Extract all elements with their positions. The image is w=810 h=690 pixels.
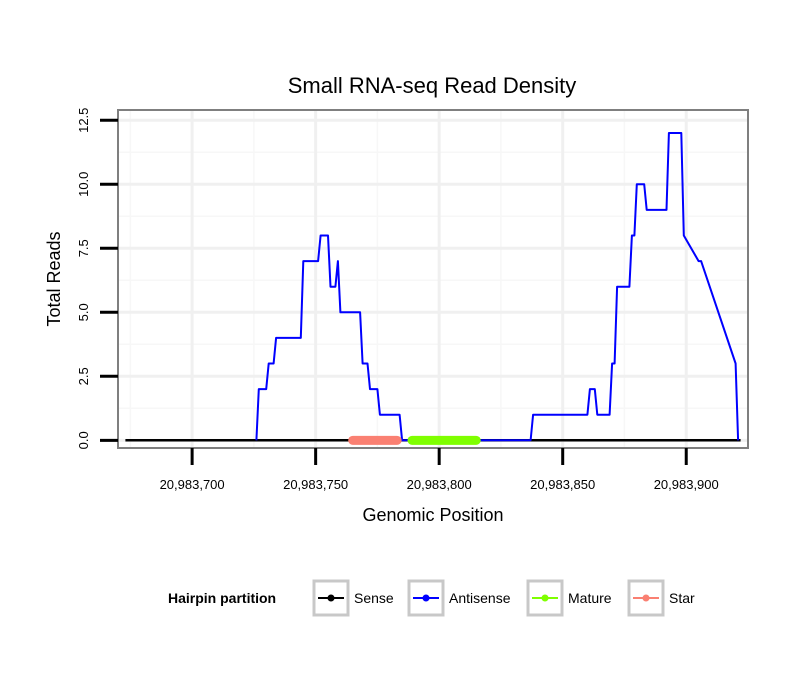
legend-key-dot-antisense (422, 594, 430, 602)
y-axis-title: Total Reads (44, 231, 64, 326)
plot-background (118, 110, 748, 448)
y-tick-label: 5.0 (76, 303, 91, 321)
legend-title: Hairpin partition (168, 590, 276, 606)
plot-border (117, 109, 749, 449)
y-tick-label: 0.0 (76, 431, 91, 449)
y-tick-label: 10.0 (76, 172, 91, 197)
y-tick-label: 2.5 (76, 367, 91, 385)
x-tick-label: 20,983,850 (530, 477, 595, 492)
legend-label-mature: Mature (568, 590, 612, 606)
legend-label-star: Star (669, 590, 695, 606)
y-tick-label: 12.5 (76, 108, 91, 133)
series-group (125, 132, 741, 445)
x-axis-title: Genomic Position (362, 505, 503, 525)
legend-key-dot-sense (327, 594, 335, 602)
x-tick-label: 20,983,800 (407, 477, 472, 492)
series-line-antisense (255, 132, 740, 442)
chart-title: Small RNA-seq Read Density (288, 73, 577, 98)
y-tick-label: 7.5 (76, 239, 91, 257)
x-tick-label: 20,983,700 (160, 477, 225, 492)
legend: Hairpin partition Sense Antisense Mature St… (168, 579, 695, 617)
legend-key-dot-mature (541, 594, 549, 602)
legend-label-antisense: Antisense (449, 590, 511, 606)
x-tick-label: 20,983,900 (654, 477, 719, 492)
legend-key-dot-star (642, 594, 650, 602)
x-axis: 20,983,700 20,983,750 20,983,800 20,983,850… (160, 448, 719, 492)
y-axis: 0.0 2.5 5.0 7.5 10.0 12.5 (76, 108, 118, 449)
grid (118, 110, 748, 448)
legend-label-sense: Sense (354, 590, 394, 606)
x-tick-label: 20,983,750 (283, 477, 348, 492)
